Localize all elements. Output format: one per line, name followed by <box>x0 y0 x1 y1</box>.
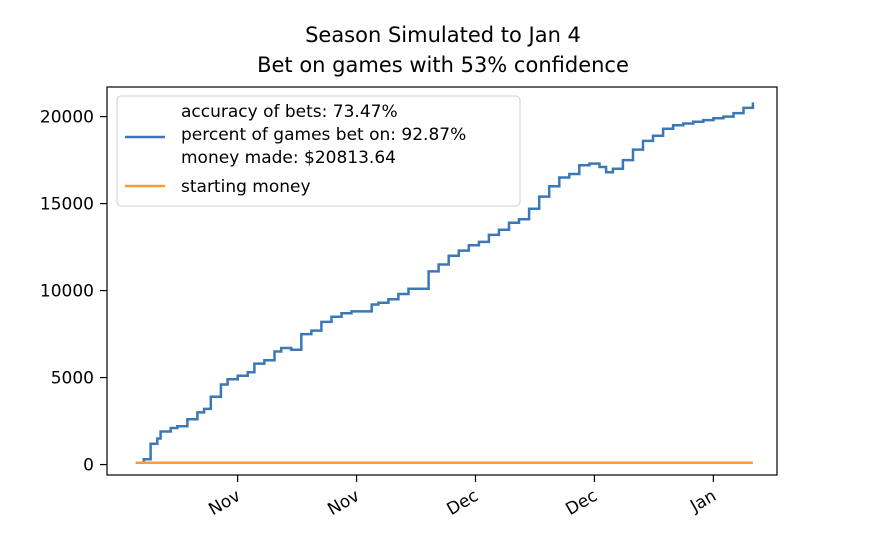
legend-label-accuracy: accuracy of bets: 73.47% <box>181 102 398 122</box>
y-tick-label: 0 <box>83 456 94 476</box>
legend: accuracy of bets: 73.47% percent of game… <box>116 95 521 207</box>
y-tick-label: 10000 <box>40 282 94 302</box>
y-tick-label: 15000 <box>40 195 94 215</box>
plot-frame <box>106 86 778 476</box>
y-tick-label: 20000 <box>40 108 94 128</box>
x-tick-label: Jan <box>686 486 720 517</box>
y-axis: 0 5000 10000 15000 20000 <box>40 108 107 476</box>
plot-area <box>135 102 755 465</box>
legend-label-starting-money: starting money <box>181 177 311 197</box>
x-axis: Nov Nov Dec Dec Jan <box>205 475 720 520</box>
legend-label-money-made: money made: $20813.64 <box>181 148 396 168</box>
chart-title: Season Simulated to Jan 4 <box>305 23 581 47</box>
legend-box <box>116 95 521 207</box>
chart-subtitle: Bet on games with 53% confidence <box>257 53 629 77</box>
x-tick-label: Nov <box>205 486 244 520</box>
y-tick-label: 5000 <box>51 369 94 389</box>
x-tick-label: Nov <box>324 486 363 520</box>
legend-label-percent-bet: percent of games bet on: 92.87% <box>181 125 466 145</box>
x-tick-label: Dec <box>562 486 600 520</box>
money-series-line <box>135 102 755 465</box>
x-tick-label: Dec <box>444 486 482 520</box>
